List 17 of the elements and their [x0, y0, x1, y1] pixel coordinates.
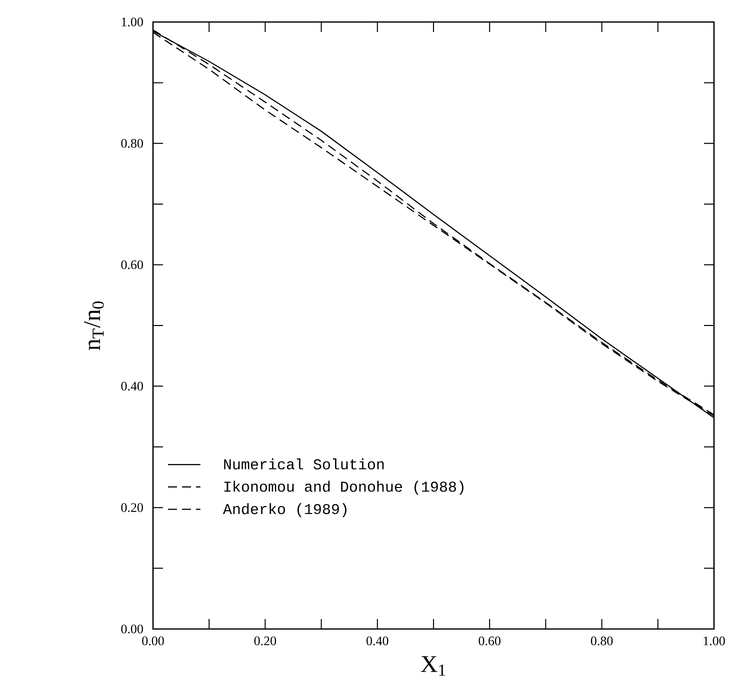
legend-label: Ikonomou and Donohue (1988)	[224, 480, 464, 495]
x-tick-label: 0.20	[254, 636, 276, 646]
y-axis-title: n$_{T}$/n$_{0}$	[84, 301, 104, 350]
y-tick-label: 1.00	[122, 18, 143, 26]
legend-label: Numerical Solution	[224, 458, 384, 470]
y-tick-label: 0.80	[121, 138, 143, 148]
y-tick-label: 0.20	[121, 503, 143, 512]
x-tick-label: 0.40	[366, 636, 388, 646]
x-tick-label: 0.80	[590, 636, 613, 646]
x-tick-label: 0.00	[142, 636, 164, 646]
y-tick-label: 0.00	[121, 624, 143, 634]
y-tick-label: 0.60	[121, 260, 143, 270]
x-axis-title: X$_{1}$	[420, 656, 446, 676]
x-tick-label: 1.00	[704, 636, 725, 646]
y-tick-label: 0.40	[121, 382, 143, 391]
x-tick-label: 0.60	[478, 636, 500, 646]
legend-label: Anderko (1989)	[222, 503, 346, 518]
